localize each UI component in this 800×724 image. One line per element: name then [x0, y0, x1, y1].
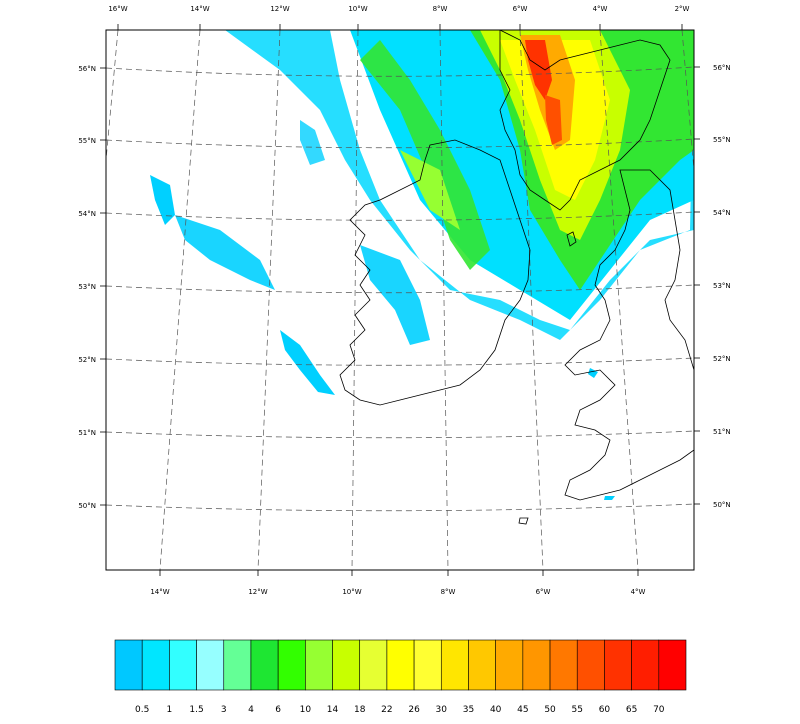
- colorbar-swatch: [658, 639, 687, 691]
- right-lat-label: 51°N: [713, 428, 731, 436]
- colorbar-label: 70: [653, 705, 665, 715]
- right-lat-label: 52°N: [713, 355, 731, 363]
- colorbar-label: 0.5: [135, 705, 149, 715]
- colorbar-label: 10: [300, 705, 312, 715]
- colorbar-swatch: [114, 639, 143, 691]
- colorbar-swatch: [141, 639, 170, 691]
- colorbar-label: 6: [275, 705, 281, 715]
- colorbar-label: 22: [381, 705, 392, 715]
- colorbar-swatch: [223, 639, 252, 691]
- colorbar-label: 35: [463, 705, 474, 715]
- left-lat-label: 56°N: [78, 65, 96, 73]
- bottom-lon-label: 10°W: [342, 588, 361, 596]
- top-lon-label: 4°W: [593, 5, 608, 13]
- right-lat-label: 55°N: [713, 136, 731, 144]
- tick-marks: [100, 24, 700, 576]
- colorbar-label: 4: [248, 705, 254, 715]
- colorbar-swatch: [196, 639, 225, 691]
- colorbar-label: 26: [408, 705, 420, 715]
- bottom-lon-label: 4°W: [631, 588, 646, 596]
- left-lat-label: 50°N: [78, 502, 96, 510]
- left-lat-label: 53°N: [78, 283, 96, 291]
- map-frame: [105, 29, 695, 571]
- top-lon-label: 6°W: [513, 5, 528, 13]
- right-lat-labels: 56°N 55°N 54°N 53°N 52°N 51°N 50°N: [713, 64, 731, 509]
- colorbar-swatch: [386, 639, 415, 691]
- colorbar-swatch: [359, 639, 388, 691]
- colorbar-label: 60: [599, 705, 611, 715]
- bottom-lon-label: 12°W: [248, 588, 267, 596]
- left-lat-label: 51°N: [78, 429, 96, 437]
- colorbar-swatch: [631, 639, 660, 691]
- colorbar-label: 18: [354, 705, 366, 715]
- coastlines: [339, 30, 694, 525]
- colorbar-swatch: [440, 639, 469, 691]
- colorbar-label: 45: [517, 705, 528, 715]
- left-lat-label: 55°N: [78, 137, 96, 145]
- top-lon-label: 8°W: [433, 5, 448, 13]
- colorbar-swatch: [250, 639, 279, 691]
- colorbar-swatch: [604, 639, 632, 691]
- colorbar-label: 3: [221, 705, 227, 715]
- colorbar-swatch: [495, 639, 524, 691]
- colorbar-swatch: [576, 639, 605, 691]
- top-lon-labels: 16°W 14°W 12°W 10°W 8°W 6°W 4°W 2°W: [108, 5, 689, 13]
- colorbar-label: 55: [572, 705, 583, 715]
- colorbar-label: 40: [490, 705, 502, 715]
- colorbar-swatch: [413, 639, 442, 691]
- bottom-lon-label: 8°W: [441, 588, 456, 596]
- top-lon-label: 14°W: [190, 5, 209, 13]
- precipitation-field: [150, 30, 694, 500]
- colorbar-label: 50: [544, 705, 556, 715]
- left-lat-labels: 56°N 55°N 54°N 53°N 52°N 51°N 50°N: [78, 65, 96, 510]
- right-lat-label: 54°N: [713, 209, 731, 217]
- right-lat-label: 56°N: [713, 64, 731, 72]
- colorbar-swatch: [332, 639, 361, 691]
- top-lon-label: 16°W: [108, 5, 127, 13]
- colorbar-label: 14: [327, 705, 339, 715]
- bottom-lon-labels: 14°W 12°W 10°W 8°W 6°W 4°W: [150, 588, 645, 596]
- top-lon-label: 10°W: [348, 5, 367, 13]
- graticule: [106, 30, 694, 570]
- bottom-lon-label: 14°W: [150, 588, 169, 596]
- colorbar-label: 1: [167, 705, 173, 715]
- right-lat-label: 53°N: [713, 282, 731, 290]
- left-lat-label: 54°N: [78, 210, 96, 218]
- colorbar-swatch: [522, 639, 551, 691]
- bottom-lon-label: 6°W: [536, 588, 551, 596]
- right-lat-label: 50°N: [713, 501, 731, 509]
- colorbar-label: 1.5: [189, 705, 203, 715]
- colorbar-swatch: [305, 639, 333, 691]
- top-lon-label: 12°W: [270, 5, 289, 13]
- colorbar-label: 30: [436, 705, 448, 715]
- left-lat-label: 52°N: [78, 356, 96, 364]
- colorbar-swatch: [549, 639, 578, 691]
- top-lon-label: 2°W: [675, 5, 690, 13]
- colorbar-label: 65: [626, 705, 637, 715]
- colorbar-swatch: [169, 639, 197, 691]
- colorbar-swatch: [277, 639, 306, 691]
- colorbar: 0.5 1 1.5 3 4 6 10 14 18 22 26 30 35 40 45 50 55 60 65 70: [114, 639, 687, 715]
- colorbar-swatch: [468, 639, 496, 691]
